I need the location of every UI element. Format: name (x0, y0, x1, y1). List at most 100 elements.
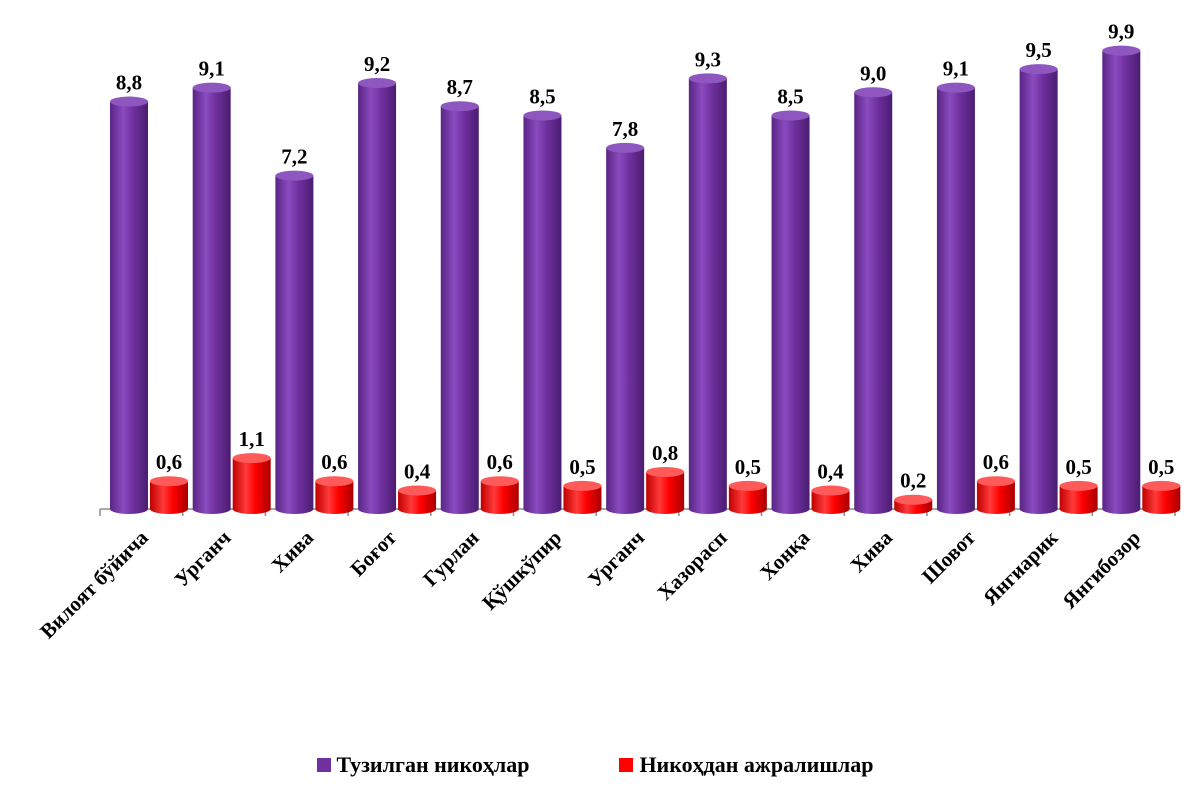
bar-marriages (854, 92, 893, 515)
bar-marriages (275, 175, 314, 514)
bar-top-divorces (563, 480, 602, 491)
data-label-marriages: 7,2 (281, 145, 307, 169)
category-label: Хива (267, 525, 319, 577)
bar-top-marriages (1102, 45, 1141, 56)
legend-item-marriages: Тузилган никоҳлар (316, 752, 530, 778)
bars (110, 45, 1181, 515)
bar-divorces (480, 481, 519, 514)
bar-top-divorces (480, 476, 519, 487)
data-label-divorces: 1,1 (239, 427, 265, 451)
bar-divorces (398, 490, 437, 514)
data-label-divorces: 0,8 (652, 441, 678, 465)
data-label-divorces: 0,4 (404, 459, 431, 483)
bar-marriages (936, 87, 975, 515)
bar-divorces (315, 481, 354, 514)
data-label-marriages: 8,8 (116, 71, 142, 95)
bar-marriages (523, 115, 562, 514)
legend: Тузилган никоҳлар Никоҳдан ажралишлар (0, 752, 1190, 778)
legend-label-divorces: Никоҳдан ажралишлар (639, 752, 874, 777)
data-label-marriages: 9,0 (860, 61, 886, 85)
bar-marriages (688, 78, 727, 514)
bar-top-marriages (771, 110, 810, 121)
bar-top-marriages (606, 142, 645, 153)
category-label: Янгиарик (978, 525, 1063, 610)
bar-marriages (1019, 69, 1058, 515)
bar-divorces (1059, 485, 1098, 514)
bar-divorces (646, 471, 685, 514)
category-label: Шовот (917, 525, 980, 588)
bar-divorces (811, 490, 850, 514)
data-label-marriages: 8,7 (447, 75, 473, 99)
bar-top-divorces (894, 494, 933, 505)
data-label-marriages: 9,3 (695, 47, 721, 71)
data-label-divorces: 0,2 (900, 469, 926, 493)
bar-top-divorces (646, 466, 685, 477)
bar-marriages (1102, 50, 1141, 514)
bar-top-marriages (358, 78, 397, 89)
legend-label-marriages: Тузилган никоҳлар (336, 752, 530, 777)
bar-top-marriages (936, 82, 975, 93)
bar-marriages (110, 101, 148, 514)
category-label: Урганч (170, 525, 236, 591)
bar-divorces (976, 481, 1015, 514)
category-label: Хива (845, 525, 897, 577)
category-label: Вилоят бўйича (35, 525, 153, 643)
data-label-divorces: 0,6 (983, 450, 1009, 474)
data-label-marriages: 9,1 (943, 57, 969, 81)
bar-top-divorces (728, 480, 767, 491)
legend-swatch-divorces (619, 758, 634, 772)
data-label-divorces: 0,6 (156, 450, 182, 474)
value-labels: 8,8 0,6 9,1 1,1 7,2 0,6 9,2 0,4 8,7 0,6 8,5 0,5 7,8 0… (116, 20, 1175, 493)
category-label: Янгибозор (1057, 526, 1145, 614)
bar-divorces (232, 458, 271, 514)
bar-marriages (771, 115, 810, 514)
bar-top-marriages (854, 87, 893, 98)
bar-marriages (192, 87, 231, 515)
data-label-marriages: 9,2 (364, 52, 390, 76)
data-label-marriages: 9,1 (199, 57, 225, 81)
bar-marriages (440, 106, 479, 514)
legend-item-divorces: Никоҳдан ажралишлар (619, 752, 873, 778)
data-label-divorces: 0,6 (487, 450, 513, 474)
data-label-divorces: 0,5 (1148, 455, 1174, 479)
data-label-marriages: 9,5 (1025, 38, 1051, 62)
data-label-marriages: 8,5 (777, 84, 803, 108)
bar-top-marriages (440, 101, 479, 112)
category-label: Урганч (583, 525, 649, 591)
bar-top-divorces (232, 453, 271, 464)
bar-marriages (358, 83, 397, 514)
category-label: Гурлан (418, 526, 483, 591)
data-label-divorces: 0,5 (1065, 455, 1091, 479)
category-label: Хонқа (755, 525, 815, 585)
bar-top-marriages (275, 170, 314, 181)
bar-top-marriages (1019, 64, 1058, 75)
data-label-marriages: 9,9 (1108, 20, 1134, 44)
bar-marriages (606, 147, 645, 515)
bar-top-divorces (976, 476, 1015, 487)
bar-divorces (1142, 485, 1181, 514)
bar-divorces (728, 485, 767, 514)
category-label: Боғот (345, 525, 401, 581)
bar-top-marriages (688, 73, 727, 84)
category-label: Қўшкўпир (477, 526, 566, 615)
data-label-divorces: 0,6 (321, 450, 347, 474)
data-label-marriages: 8,5 (529, 84, 555, 108)
bar-top-divorces (315, 476, 354, 487)
bar-divorces (150, 481, 188, 514)
bar-divorces (563, 485, 602, 514)
bar-top-divorces (150, 476, 188, 487)
category-labels: Вилоят бўйича Урганч Хива Боғот ГурланҚўшкўп… (35, 525, 1145, 643)
bar-top-divorces (1142, 480, 1181, 491)
data-label-divorces: 0,5 (569, 455, 595, 479)
bar-top-marriages (192, 82, 231, 93)
legend-swatch-marriages (316, 758, 331, 772)
bar-top-divorces (1059, 480, 1098, 491)
bar-top-marriages (523, 110, 562, 121)
bar-top-marriages (110, 96, 148, 107)
data-label-divorces: 0,5 (735, 455, 761, 479)
category-label: Хазорасп (652, 526, 731, 605)
data-label-marriages: 7,8 (612, 117, 638, 141)
data-label-divorces: 0,4 (817, 459, 844, 483)
bar-top-divorces (398, 485, 437, 496)
